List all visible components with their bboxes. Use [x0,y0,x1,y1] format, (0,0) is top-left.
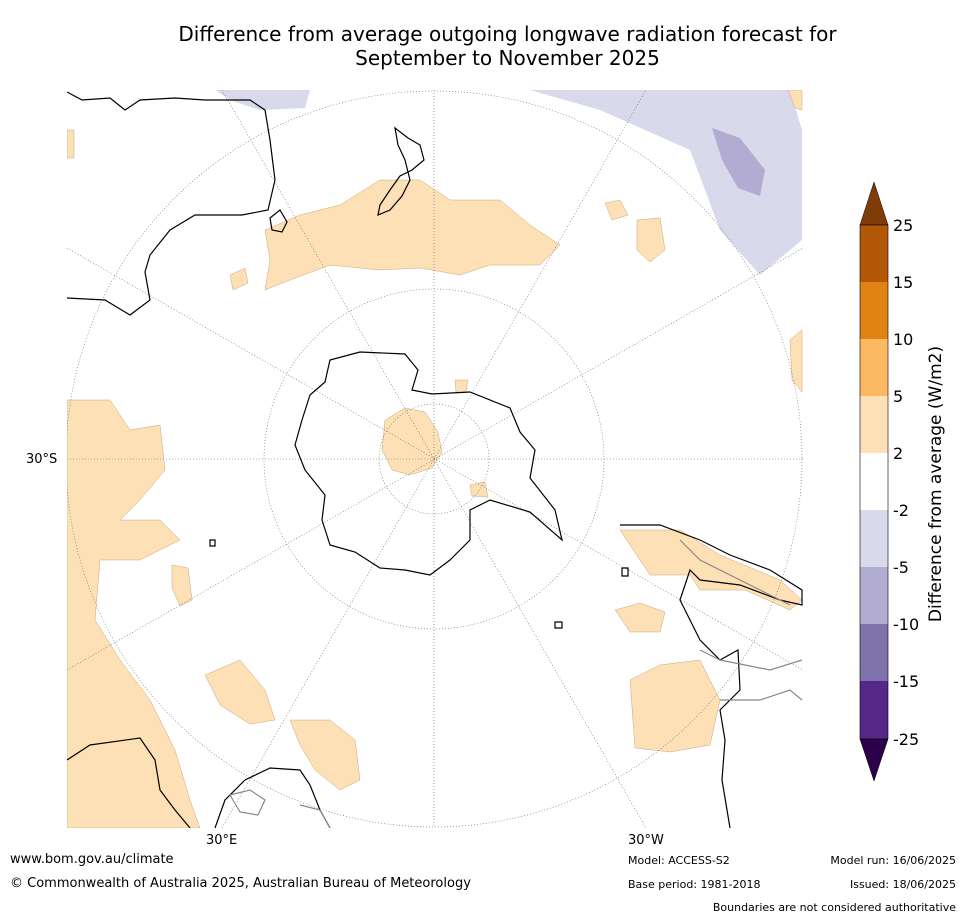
base-period-text: Base period: 1981-2018 [628,878,761,891]
colorbar: 25 15 10 5 2 -2 -5 -10 -15 -25 [855,180,965,790]
issued-text: Issued: 18/06/2025 [849,878,956,891]
colorbar-tick-25: 25 [893,216,913,235]
coastline-small-island-2 [621,567,629,577]
anomaly-region-pacific [614,602,666,633]
website-link[interactable]: www.bom.gov.au/climate [10,852,174,867]
anomaly-region-south-atlantic [629,659,721,753]
colorbar-tick-minus2: -2 [893,501,909,520]
anomaly-region-patagonia [619,529,803,611]
coastline-africa [67,737,191,828]
colorbar-extend-bottom [859,738,889,782]
coastline-new-zealand [377,126,425,216]
model-text: Model: ACCESS-S2 [628,854,730,867]
colorbar-extend-top [859,181,889,226]
colorbar-bin-minus15-minus25 [860,681,888,739]
boundary-line-africa [229,789,266,816]
model-run-text: Model run: 16/06/2025 [830,854,956,867]
coastline-tasmania [269,209,288,233]
boundary-line-south-america [699,649,803,671]
title-line-1: Difference from average outgoing longwav… [178,22,837,46]
lon-label-30e: 30°E [206,833,238,848]
colorbar-svg: 25 15 10 5 2 -2 -5 -10 -15 -25 [859,181,919,782]
latitude-circle-inner [378,403,490,515]
anomaly-region-atlantic-south [289,719,361,791]
anomaly-region-tasman [264,179,561,291]
anomaly-region-light-purple-n [215,90,310,110]
colorbar-bin-15-25 [860,225,888,282]
lat-label-30s: 30°S [26,452,58,467]
anomaly-region-small-6 [469,481,489,498]
lon-label-30w: 30°W [628,833,664,848]
anomaly-region-antarctic-center [381,407,443,476]
coastline-small-island-1 [209,539,216,547]
colorbar-bin-10-15 [860,282,888,339]
colorbar-tick-2: 2 [893,444,903,463]
coastline-south-america [620,524,803,828]
colorbar-tick-minus15: -15 [893,672,919,691]
anomaly-region-small-1 [171,564,193,607]
colorbar-bin-minus2-minus5 [860,510,888,567]
colorbar-bin-neutral [860,453,888,510]
colorbar-bin-minus5-minus10 [860,567,888,624]
colorbar-bin-2-5 [860,396,888,453]
meridian-30e [67,247,803,671]
colorbar-tick-minus5: -5 [893,558,909,577]
copyright-text: © Commonwealth of Australia 2025, Austra… [10,876,471,891]
coastline-antarctica [294,351,564,576]
colorbar-tick-10: 10 [893,330,913,349]
colorbar-tick-minus10: -10 [893,615,919,634]
anomaly-region-small-3 [789,329,803,393]
meridian-60w [221,90,647,828]
disclaimer-text: Boundaries are not considered authoritat… [712,901,956,914]
boundary-line-africa-2 [299,804,331,828]
coastline-small-island-3 [554,621,563,629]
colorbar-bin-minus10-minus15 [860,624,888,681]
colorbar-tick-5: 5 [893,387,903,406]
anomaly-region-small-8 [67,129,75,159]
anomaly-region-small-4 [604,199,629,221]
colorbar-tick-minus25: -25 [893,730,919,749]
colorbar-bin-5-10 [860,339,888,396]
colorbar-label: Difference from average (W/m2) [926,345,946,623]
coastline-australia [67,91,276,316]
anomaly-region-atlantic-mid [204,659,276,725]
anomaly-region-indian-west [67,399,201,828]
anomaly-region-small-9 [787,90,803,111]
anomaly-region-small-5 [454,379,469,393]
boundary-line-south-america-2 [720,689,803,701]
map-svg [67,90,803,828]
chart-title: Difference from average outgoing longwav… [0,22,965,70]
colorbar-tick-15: 15 [893,273,913,292]
anomaly-region-small-2 [636,217,666,263]
boundary-line-patagonia [679,539,791,606]
polar-map [67,90,803,828]
meridian-60e [221,90,647,828]
title-line-2: September to November 2025 [355,46,660,70]
anomaly-region-small-7 [229,267,249,291]
colorbar-frame [859,224,889,740]
coastline-south-africa [214,767,331,828]
anomaly-region-mid-purple-ne [712,128,765,196]
meridian-30w [67,247,803,671]
